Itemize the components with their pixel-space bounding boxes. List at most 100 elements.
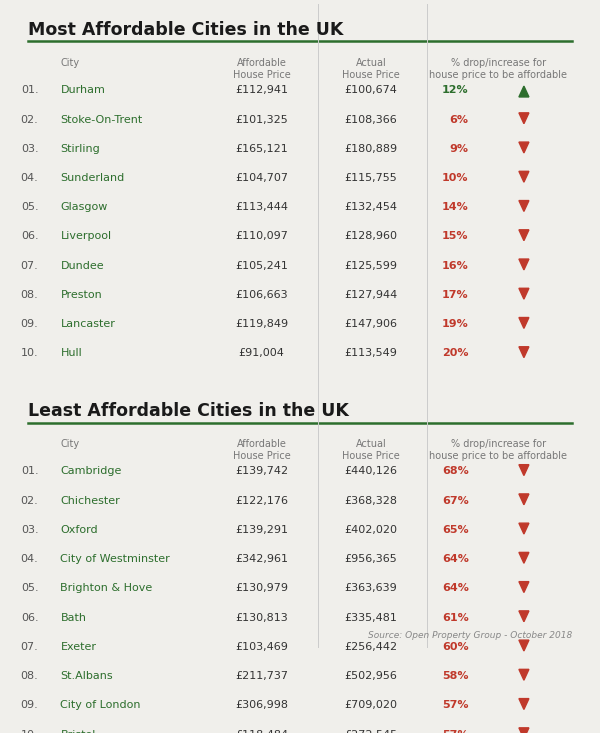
Text: 08.: 08. xyxy=(21,290,38,300)
Text: Bristol: Bristol xyxy=(61,729,96,733)
Polygon shape xyxy=(519,494,529,505)
Text: Stirling: Stirling xyxy=(61,144,100,154)
Text: £180,889: £180,889 xyxy=(344,144,398,154)
Text: Stoke-On-Trent: Stoke-On-Trent xyxy=(61,114,143,125)
Text: Cambridge: Cambridge xyxy=(61,466,122,476)
Text: Affordable
House Price: Affordable House Price xyxy=(233,58,290,80)
Text: 12%: 12% xyxy=(442,85,469,95)
Text: 10%: 10% xyxy=(442,173,469,183)
Text: £125,599: £125,599 xyxy=(344,261,398,270)
Text: £165,121: £165,121 xyxy=(235,144,288,154)
Text: £101,325: £101,325 xyxy=(235,114,288,125)
Text: 04.: 04. xyxy=(21,554,38,564)
Polygon shape xyxy=(519,581,529,592)
Polygon shape xyxy=(519,113,529,124)
Text: Actual
House Price: Actual House Price xyxy=(342,439,400,461)
Text: 07.: 07. xyxy=(21,642,38,652)
Text: City of Westminster: City of Westminster xyxy=(61,554,170,564)
Text: 05.: 05. xyxy=(21,202,38,213)
Text: 9%: 9% xyxy=(449,144,469,154)
Text: 65%: 65% xyxy=(442,525,469,535)
Text: £122,176: £122,176 xyxy=(235,496,288,506)
Text: Brighton & Hove: Brighton & Hove xyxy=(61,583,152,593)
Text: 05.: 05. xyxy=(21,583,38,593)
Polygon shape xyxy=(519,229,529,240)
Text: Exeter: Exeter xyxy=(61,642,97,652)
Text: Chichester: Chichester xyxy=(61,496,120,506)
Text: 67%: 67% xyxy=(442,496,469,506)
Text: Affordable
House Price: Affordable House Price xyxy=(233,439,290,461)
Text: 01.: 01. xyxy=(21,85,38,95)
Text: 07.: 07. xyxy=(21,261,38,270)
Text: 60%: 60% xyxy=(442,642,469,652)
Text: Hull: Hull xyxy=(61,348,82,358)
Text: £105,241: £105,241 xyxy=(235,261,288,270)
Polygon shape xyxy=(519,699,529,710)
Polygon shape xyxy=(519,86,529,97)
Text: 08.: 08. xyxy=(21,671,38,681)
Polygon shape xyxy=(519,669,529,680)
Text: 03.: 03. xyxy=(21,525,38,535)
Text: 61%: 61% xyxy=(442,613,469,622)
Polygon shape xyxy=(519,611,529,622)
Text: 06.: 06. xyxy=(21,232,38,241)
Polygon shape xyxy=(519,728,529,733)
Text: £272,545: £272,545 xyxy=(344,729,398,733)
Text: 10.: 10. xyxy=(21,729,38,733)
Text: % drop/increase for
house price to be affordable: % drop/increase for house price to be af… xyxy=(429,439,567,461)
Text: Dundee: Dundee xyxy=(61,261,104,270)
Text: Oxford: Oxford xyxy=(61,525,98,535)
Text: Liverpool: Liverpool xyxy=(61,232,112,241)
Text: 01.: 01. xyxy=(21,466,38,476)
Text: 57%: 57% xyxy=(442,729,469,733)
Polygon shape xyxy=(519,142,529,153)
Text: £139,291: £139,291 xyxy=(235,525,288,535)
Polygon shape xyxy=(519,317,529,328)
Text: £130,979: £130,979 xyxy=(235,583,288,593)
Text: Durham: Durham xyxy=(61,85,105,95)
Text: £128,960: £128,960 xyxy=(344,232,398,241)
Text: £402,020: £402,020 xyxy=(344,525,398,535)
Text: Least Affordable Cities in the UK: Least Affordable Cities in the UK xyxy=(28,402,349,420)
Text: £103,469: £103,469 xyxy=(235,642,288,652)
Text: £306,998: £306,998 xyxy=(235,700,288,710)
Text: 68%: 68% xyxy=(442,466,469,476)
Text: 57%: 57% xyxy=(442,700,469,710)
Polygon shape xyxy=(519,553,529,563)
Text: City: City xyxy=(61,58,79,68)
Text: £256,442: £256,442 xyxy=(344,642,398,652)
Text: £108,366: £108,366 xyxy=(344,114,397,125)
Text: Lancaster: Lancaster xyxy=(61,319,115,329)
Text: 09.: 09. xyxy=(21,319,38,329)
Text: City: City xyxy=(61,439,79,449)
Text: Glasgow: Glasgow xyxy=(61,202,108,213)
Text: 15%: 15% xyxy=(442,232,469,241)
Polygon shape xyxy=(519,465,529,476)
Text: £211,737: £211,737 xyxy=(235,671,288,681)
Text: % drop/increase for
house price to be affordable: % drop/increase for house price to be af… xyxy=(429,58,567,80)
Text: £104,707: £104,707 xyxy=(235,173,288,183)
Text: Preston: Preston xyxy=(61,290,102,300)
Text: £956,365: £956,365 xyxy=(344,554,397,564)
Polygon shape xyxy=(519,347,529,358)
Text: 58%: 58% xyxy=(442,671,469,681)
Polygon shape xyxy=(519,288,529,299)
Polygon shape xyxy=(519,201,529,211)
Polygon shape xyxy=(519,172,529,183)
Text: £132,454: £132,454 xyxy=(344,202,398,213)
Text: £127,944: £127,944 xyxy=(344,290,398,300)
Text: £147,906: £147,906 xyxy=(344,319,398,329)
Polygon shape xyxy=(519,523,529,534)
Text: 02.: 02. xyxy=(21,114,38,125)
Text: 10.: 10. xyxy=(21,348,38,358)
Text: Bath: Bath xyxy=(61,613,86,622)
Text: Actual
House Price: Actual House Price xyxy=(342,58,400,80)
Text: £118,484: £118,484 xyxy=(235,729,288,733)
Text: 19%: 19% xyxy=(442,319,469,329)
Text: £335,481: £335,481 xyxy=(344,613,397,622)
Text: 20%: 20% xyxy=(442,348,469,358)
Text: £113,549: £113,549 xyxy=(344,348,397,358)
Text: £106,663: £106,663 xyxy=(235,290,288,300)
Text: £440,126: £440,126 xyxy=(344,466,398,476)
Text: St.Albans: St.Albans xyxy=(61,671,113,681)
